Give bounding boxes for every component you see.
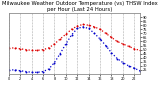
- Text: Milwaukee Weather Outdoor Temperature (vs) THSW Index per Hour (Last 24 Hours): Milwaukee Weather Outdoor Temperature (v…: [2, 1, 158, 12]
